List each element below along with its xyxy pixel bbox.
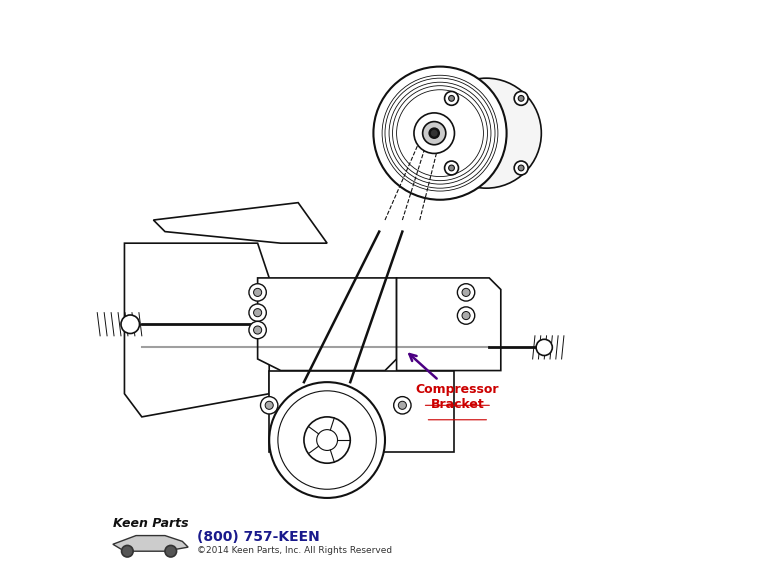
Circle shape (253, 326, 262, 334)
Polygon shape (258, 278, 397, 371)
Circle shape (249, 304, 266, 321)
Circle shape (449, 165, 454, 171)
Polygon shape (270, 371, 454, 452)
Circle shape (444, 161, 458, 175)
Circle shape (514, 91, 528, 105)
Circle shape (270, 382, 385, 498)
Circle shape (249, 321, 266, 339)
Circle shape (449, 96, 454, 101)
Circle shape (260, 397, 278, 414)
Circle shape (414, 113, 454, 153)
Circle shape (423, 122, 446, 145)
Polygon shape (125, 243, 270, 417)
Circle shape (253, 288, 262, 296)
Circle shape (430, 129, 439, 138)
Circle shape (444, 91, 458, 105)
Circle shape (165, 545, 176, 557)
Circle shape (518, 165, 524, 171)
Polygon shape (397, 278, 500, 371)
Circle shape (398, 401, 407, 409)
Circle shape (462, 288, 470, 296)
Circle shape (122, 545, 133, 557)
Text: (800) 757-KEEN: (800) 757-KEEN (197, 530, 320, 544)
Circle shape (393, 397, 411, 414)
Ellipse shape (373, 67, 507, 200)
Circle shape (462, 312, 470, 320)
Circle shape (457, 307, 475, 324)
Text: Keen Parts: Keen Parts (113, 517, 189, 530)
Circle shape (265, 401, 273, 409)
Circle shape (514, 161, 528, 175)
Circle shape (457, 284, 475, 301)
Ellipse shape (431, 78, 541, 188)
Circle shape (304, 417, 350, 463)
Text: ©2014 Keen Parts, Inc. All Rights Reserved: ©2014 Keen Parts, Inc. All Rights Reserv… (197, 546, 392, 555)
Circle shape (536, 339, 552, 356)
Circle shape (249, 284, 266, 301)
Circle shape (518, 96, 524, 101)
Text: Compressor
Bracket: Compressor Bracket (410, 354, 499, 411)
Circle shape (253, 309, 262, 317)
Polygon shape (153, 203, 327, 243)
Polygon shape (113, 536, 188, 551)
Circle shape (121, 315, 139, 334)
